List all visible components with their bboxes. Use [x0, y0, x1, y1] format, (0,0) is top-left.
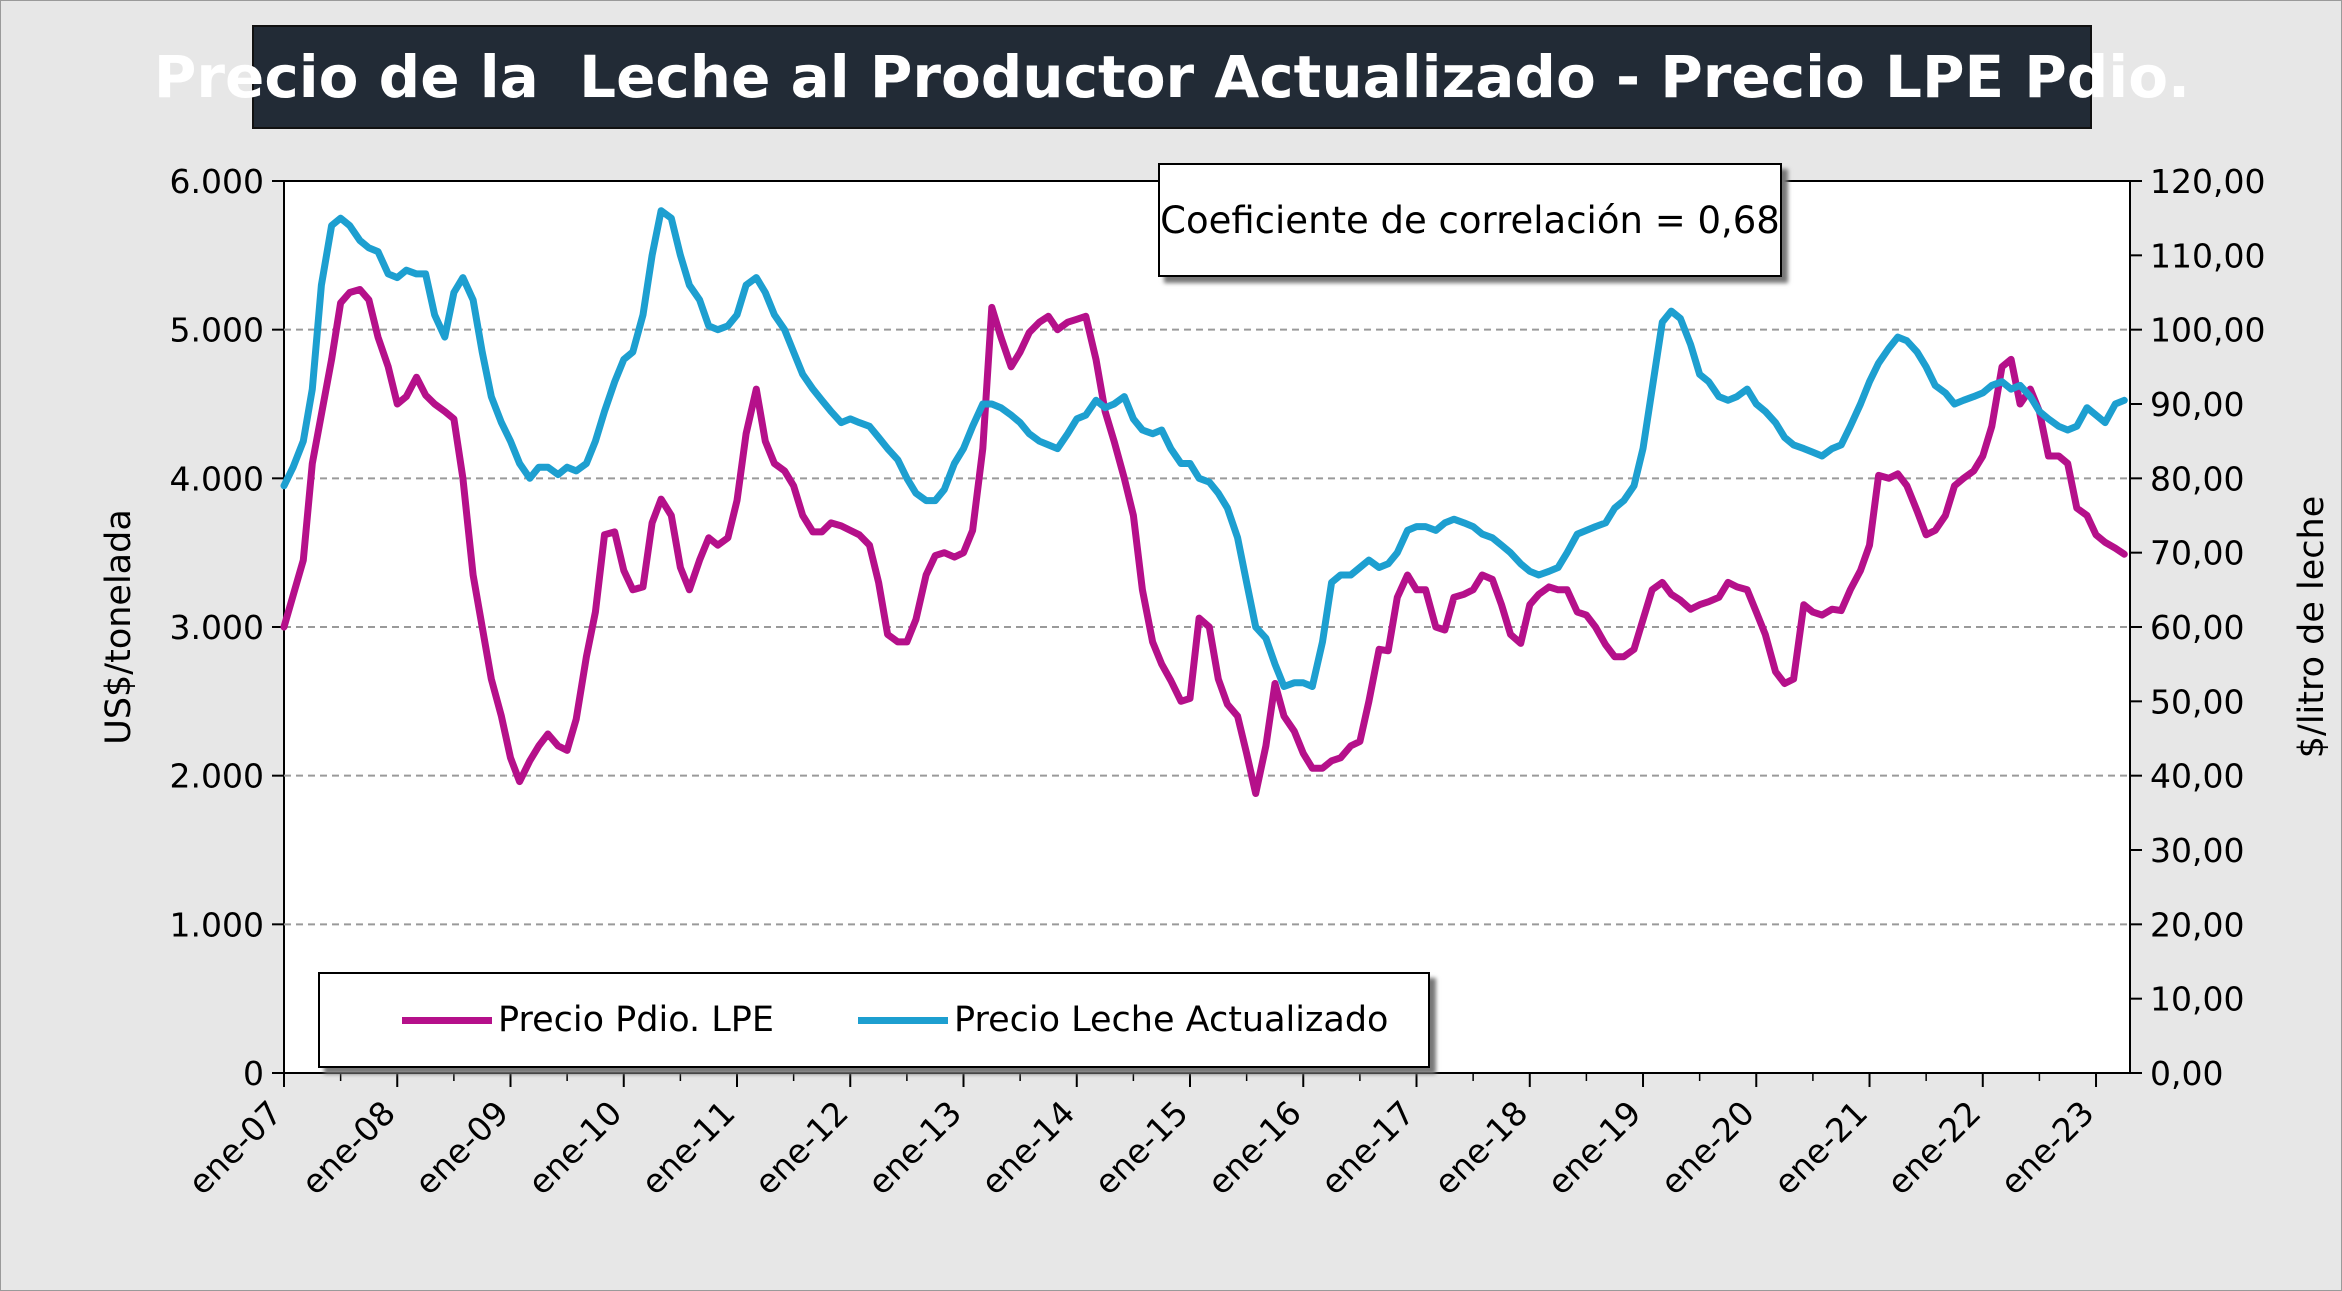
y-right-tick-label: 80,00: [2150, 459, 2244, 498]
y-right-tick-label: 90,00: [2150, 385, 2244, 424]
legend-label-leche: Precio Leche Actualizado: [953, 1000, 1389, 1040]
x-tick-label: ene-15: [1086, 1093, 1195, 1202]
legend-item-leche: Precio Leche Actualizado: [857, 1000, 1389, 1040]
y-right-tick-label: 100,00: [2150, 311, 2265, 350]
y-axis-left-title: US$/tonelada: [99, 509, 139, 745]
x-tick-label: ene-14: [973, 1093, 1082, 1202]
x-tick-label: ene-19: [1539, 1093, 1648, 1202]
y-right-tick-label: 40,00: [2150, 757, 2244, 796]
legend: Precio Pdio. LPE Precio Leche Actualizad…: [318, 972, 1430, 1068]
legend-item-lpe: Precio Pdio. LPE: [402, 1000, 774, 1040]
y-left-tick-label: 3.000: [170, 608, 264, 647]
x-tick-label: ene-22: [1879, 1093, 1988, 1202]
series-line-lpe: [280, 286, 2128, 797]
x-tick-label: ene-20: [1653, 1093, 1762, 1202]
y-left-tick-label: 4.000: [170, 459, 264, 498]
y-left-tick-label: 0: [243, 1054, 264, 1093]
chart-title: Precio de la Leche al Productor Actualiz…: [154, 25, 2190, 129]
x-tick-label: ene-08: [294, 1093, 403, 1202]
y-right-tick-label: 70,00: [2150, 534, 2244, 573]
y-right-tick-label: 110,00: [2150, 236, 2265, 275]
series-layer: [280, 207, 2128, 797]
y-left-tick-label: 1.000: [170, 905, 264, 944]
correlation-annotation: Coeficiente de correlación = 0,68: [1158, 163, 1782, 277]
y-right-tick-label: 10,00: [2150, 980, 2244, 1019]
y-right-tick-label: 20,00: [2150, 905, 2244, 944]
x-tick-label: ene-11: [633, 1093, 742, 1202]
y-axis-right: 0,00 10,00 20,00 30,00 40,00 50,00 60,00 70,00 8…: [2130, 162, 2265, 1093]
y-right-tick-label: 0,00: [2150, 1054, 2223, 1093]
y-left-tick-label: 5.000: [170, 311, 264, 350]
y-axis-left: 0 1.000 2.000 3.000 4.000 5.000 6.000: [170, 162, 284, 1093]
y-left-tick-label: 6.000: [170, 162, 264, 201]
y-right-tick-label: 30,00: [2150, 831, 2244, 870]
x-tick-label: ene-21: [1766, 1093, 1875, 1202]
y-axis-right-title: $/litro de leche: [2292, 496, 2332, 758]
series-line-leche: [280, 207, 2128, 690]
legend-swatch-lpe: [402, 1016, 492, 1024]
y-right-tick-label: 50,00: [2150, 682, 2244, 721]
x-tick-label: ene-23: [1992, 1093, 2101, 1202]
x-tick-label: ene-18: [1426, 1093, 1535, 1202]
x-tick-label: ene-13: [860, 1093, 969, 1202]
x-tick-label: ene-10: [520, 1093, 629, 1202]
legend-label-lpe: Precio Pdio. LPE: [498, 1000, 774, 1040]
grid-lines: [284, 328, 2130, 926]
y-right-tick-label: 60,00: [2150, 608, 2244, 647]
x-tick-label: ene-09: [407, 1093, 516, 1202]
x-tick-label: ene-07: [180, 1093, 289, 1202]
legend-swatch-leche: [857, 1016, 948, 1024]
y-right-tick-label: 120,00: [2150, 162, 2265, 201]
x-tick-label: ene-17: [1313, 1093, 1422, 1202]
x-tick-label: ene-16: [1200, 1093, 1309, 1202]
y-left-tick-label: 2.000: [170, 757, 264, 796]
x-axis: ene-07 ene-08 ene-09 ene-10 ene-11 ene-12 ene-…: [180, 1073, 2102, 1202]
x-tick-label: ene-12: [747, 1093, 856, 1202]
